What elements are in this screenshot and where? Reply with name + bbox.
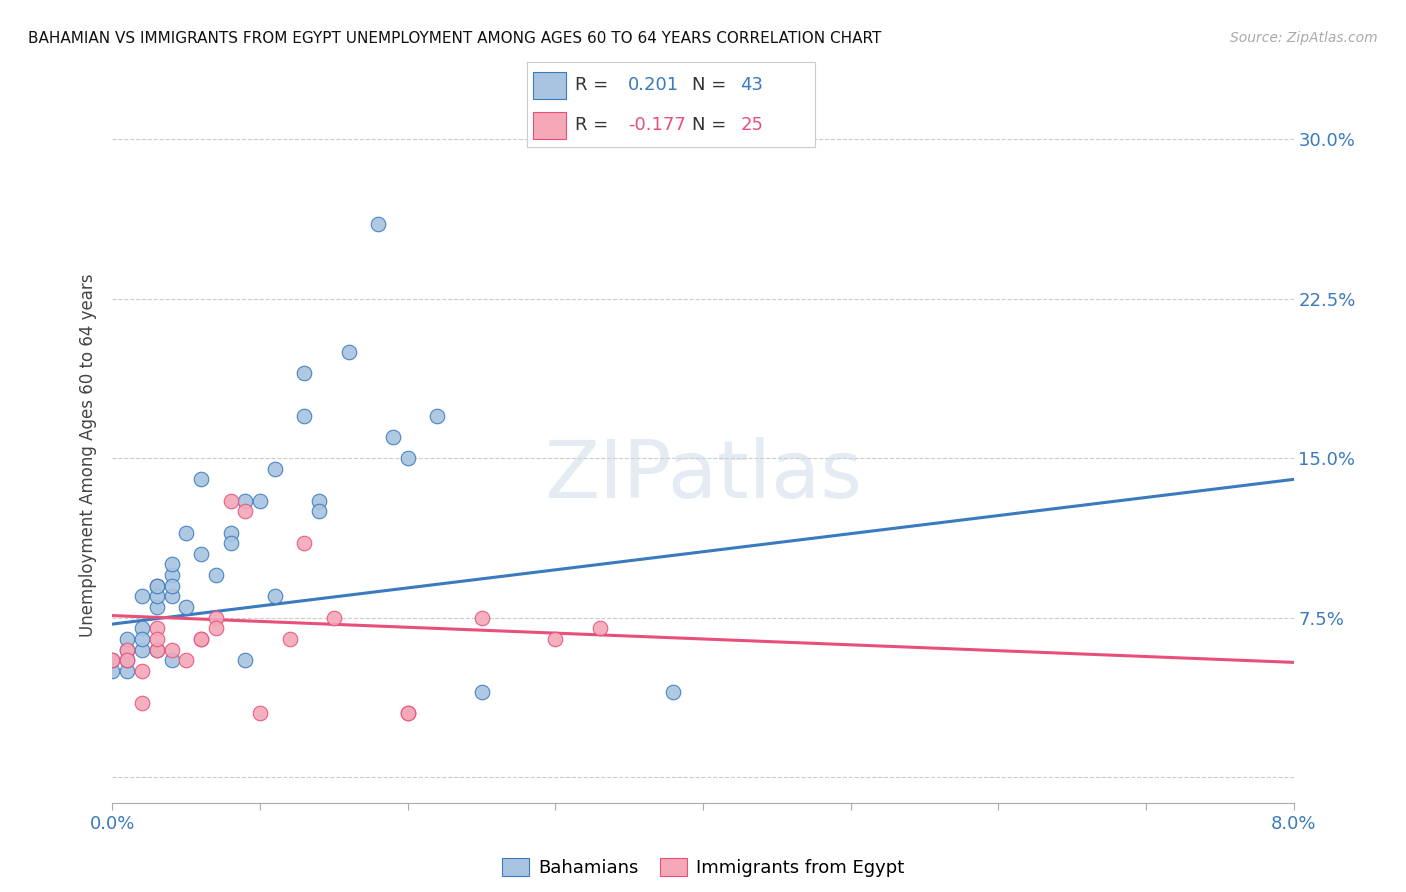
Point bbox=[308, 504, 330, 518]
Point bbox=[117, 664, 138, 678]
Point bbox=[396, 706, 419, 721]
Point bbox=[292, 366, 315, 380]
Point bbox=[219, 536, 242, 550]
Point bbox=[101, 664, 124, 678]
Point bbox=[131, 664, 153, 678]
Point bbox=[233, 653, 256, 667]
Text: R =: R = bbox=[575, 116, 614, 134]
Point bbox=[426, 409, 449, 423]
Point bbox=[205, 621, 228, 635]
Point bbox=[146, 590, 169, 604]
Point bbox=[264, 462, 287, 476]
Legend: Bahamians, Immigrants from Egypt: Bahamians, Immigrants from Egypt bbox=[495, 850, 911, 884]
Point bbox=[131, 590, 153, 604]
Point bbox=[117, 653, 138, 667]
Point bbox=[190, 547, 212, 561]
Point bbox=[205, 568, 228, 582]
Point bbox=[219, 493, 242, 508]
Point bbox=[278, 632, 301, 646]
Point bbox=[190, 632, 212, 646]
Point bbox=[117, 642, 138, 657]
Point bbox=[323, 610, 346, 624]
Point bbox=[160, 653, 183, 667]
Text: R =: R = bbox=[575, 77, 614, 95]
Point bbox=[337, 344, 360, 359]
Y-axis label: Unemployment Among Ages 60 to 64 years: Unemployment Among Ages 60 to 64 years bbox=[79, 273, 97, 637]
Point bbox=[146, 579, 169, 593]
Point bbox=[588, 621, 610, 635]
Point bbox=[101, 653, 124, 667]
Point bbox=[190, 472, 212, 486]
Point bbox=[233, 493, 256, 508]
FancyBboxPatch shape bbox=[533, 71, 567, 99]
Point bbox=[131, 632, 153, 646]
Point bbox=[160, 590, 183, 604]
Text: Source: ZipAtlas.com: Source: ZipAtlas.com bbox=[1230, 31, 1378, 45]
Point bbox=[131, 696, 153, 710]
FancyBboxPatch shape bbox=[533, 112, 567, 139]
Point bbox=[174, 525, 197, 540]
Point bbox=[146, 579, 169, 593]
Point bbox=[190, 632, 212, 646]
Point bbox=[160, 579, 183, 593]
Point bbox=[382, 430, 405, 444]
Text: BAHAMIAN VS IMMIGRANTS FROM EGYPT UNEMPLOYMENT AMONG AGES 60 TO 64 YEARS CORRELA: BAHAMIAN VS IMMIGRANTS FROM EGYPT UNEMPL… bbox=[28, 31, 882, 46]
Text: 43: 43 bbox=[741, 77, 763, 95]
Point bbox=[174, 653, 197, 667]
Point bbox=[233, 504, 256, 518]
Point bbox=[249, 706, 271, 721]
Point bbox=[471, 610, 494, 624]
Point bbox=[264, 590, 287, 604]
Text: 25: 25 bbox=[741, 116, 763, 134]
Point bbox=[146, 632, 169, 646]
Point bbox=[367, 217, 389, 231]
Point bbox=[662, 685, 685, 699]
Point bbox=[131, 642, 153, 657]
Point bbox=[205, 610, 228, 624]
Point bbox=[101, 653, 124, 667]
Point bbox=[308, 493, 330, 508]
Point bbox=[146, 642, 169, 657]
Point bbox=[160, 642, 183, 657]
Text: N =: N = bbox=[692, 77, 731, 95]
Text: -0.177: -0.177 bbox=[628, 116, 686, 134]
Point bbox=[117, 653, 138, 667]
Point bbox=[396, 451, 419, 466]
Point bbox=[146, 600, 169, 615]
Text: N =: N = bbox=[692, 116, 731, 134]
Text: 0.201: 0.201 bbox=[628, 77, 679, 95]
Text: ZIPatlas: ZIPatlas bbox=[544, 437, 862, 515]
Point bbox=[146, 621, 169, 635]
Point bbox=[249, 493, 271, 508]
Point bbox=[396, 706, 419, 721]
Point bbox=[160, 558, 183, 572]
Point bbox=[117, 632, 138, 646]
Point bbox=[160, 568, 183, 582]
Point bbox=[292, 409, 315, 423]
Point bbox=[117, 642, 138, 657]
Point bbox=[174, 600, 197, 615]
Point bbox=[146, 642, 169, 657]
Point bbox=[131, 621, 153, 635]
Point bbox=[544, 632, 567, 646]
Point bbox=[292, 536, 315, 550]
Point bbox=[219, 525, 242, 540]
Point bbox=[471, 685, 494, 699]
